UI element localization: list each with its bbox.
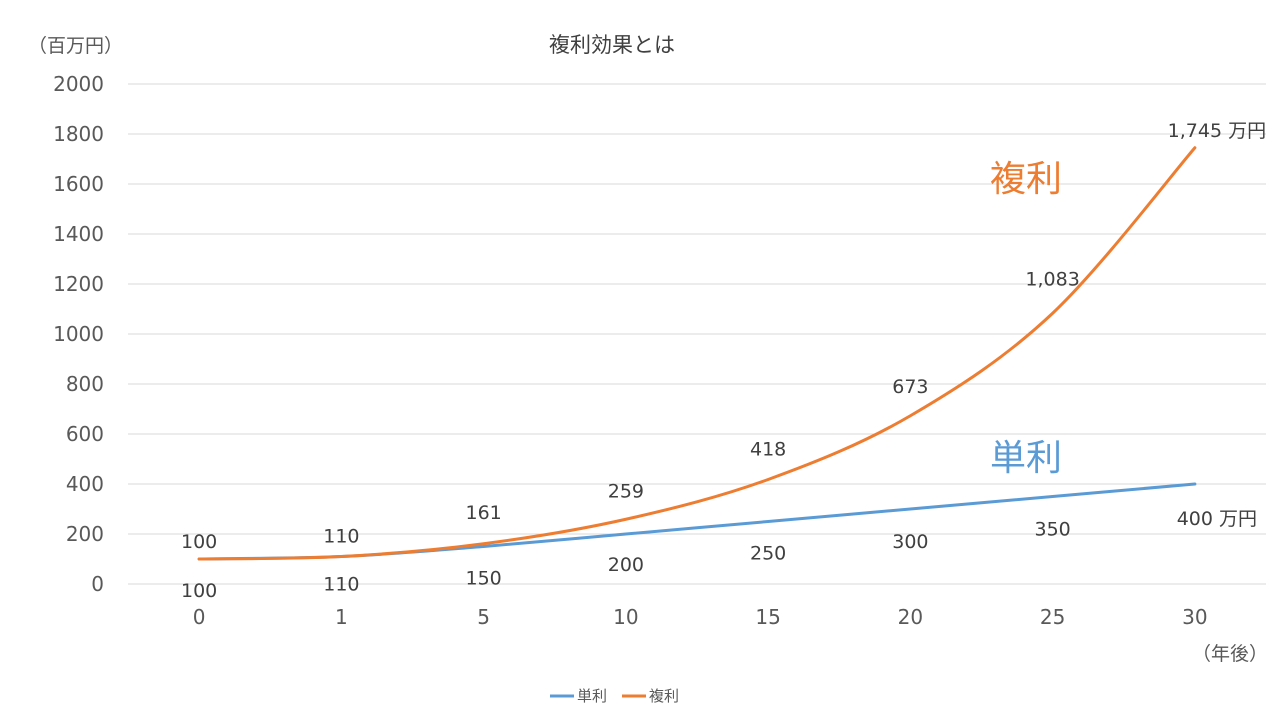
y-tick-label: 0 xyxy=(91,572,104,596)
series-lines xyxy=(197,146,1197,561)
legend-entry: 単利 xyxy=(577,687,607,705)
y-tick-label: 1400 xyxy=(53,222,104,246)
data-label: 161 xyxy=(465,502,501,524)
legend-entry: 複利 xyxy=(649,687,679,705)
data-labels: 100 110 150 200 250 300 350 400 万円 100 110 161 259 4… xyxy=(181,120,1266,602)
series-annotation: 単利 xyxy=(990,438,1062,479)
x-axis-ticks: 0 1 5 10 15 20 25 30 xyxy=(193,605,1208,629)
x-tick-label: 15 xyxy=(755,605,780,629)
data-label: 100 xyxy=(181,531,217,553)
legend: 単利 複利 xyxy=(550,687,679,705)
y-tick-label: 2000 xyxy=(53,72,104,96)
x-axis-unit-label: （年後） xyxy=(1192,643,1268,665)
x-tick-label: 20 xyxy=(898,605,923,629)
data-label: 200 xyxy=(608,554,644,576)
data-label: 1,745 万円 xyxy=(1168,120,1266,142)
x-tick-label: 10 xyxy=(613,605,638,629)
x-tick-label: 5 xyxy=(477,605,490,629)
data-label: 350 xyxy=(1034,519,1070,541)
data-label: 110 xyxy=(323,574,359,596)
series-annotation: 複利 xyxy=(990,159,1062,200)
x-tick-label: 1 xyxy=(335,605,348,629)
y-tick-label: 600 xyxy=(66,422,104,446)
y-tick-label: 1000 xyxy=(53,322,104,346)
data-label: 400 万円 xyxy=(1177,508,1257,530)
data-label: 300 xyxy=(892,531,928,553)
data-label: 150 xyxy=(465,568,501,590)
data-label: 110 xyxy=(323,526,359,548)
data-label: 259 xyxy=(608,480,644,502)
x-tick-label: 0 xyxy=(193,605,206,629)
chart-title: 複利効果とは xyxy=(549,33,675,57)
y-axis-ticks: 0 200 400 600 800 1000 1200 1400 1600 1800 2000 xyxy=(53,72,104,596)
series-line-compound xyxy=(197,146,1197,561)
x-tick-label: 30 xyxy=(1182,605,1207,629)
data-label: 250 xyxy=(750,543,786,565)
y-tick-label: 1800 xyxy=(53,122,104,146)
y-tick-label: 200 xyxy=(66,522,104,546)
gridlines xyxy=(128,83,1266,585)
y-tick-label: 800 xyxy=(66,372,104,396)
data-label: 673 xyxy=(892,376,928,398)
data-label: 1,083 xyxy=(1025,268,1079,290)
y-tick-label: 400 xyxy=(66,472,104,496)
y-tick-label: 1600 xyxy=(53,172,104,196)
y-axis-unit-label: （百万円） xyxy=(28,35,123,57)
y-tick-label: 1200 xyxy=(53,272,104,296)
x-tick-label: 25 xyxy=(1040,605,1065,629)
data-label: 100 xyxy=(181,580,217,602)
data-label: 418 xyxy=(750,439,786,461)
